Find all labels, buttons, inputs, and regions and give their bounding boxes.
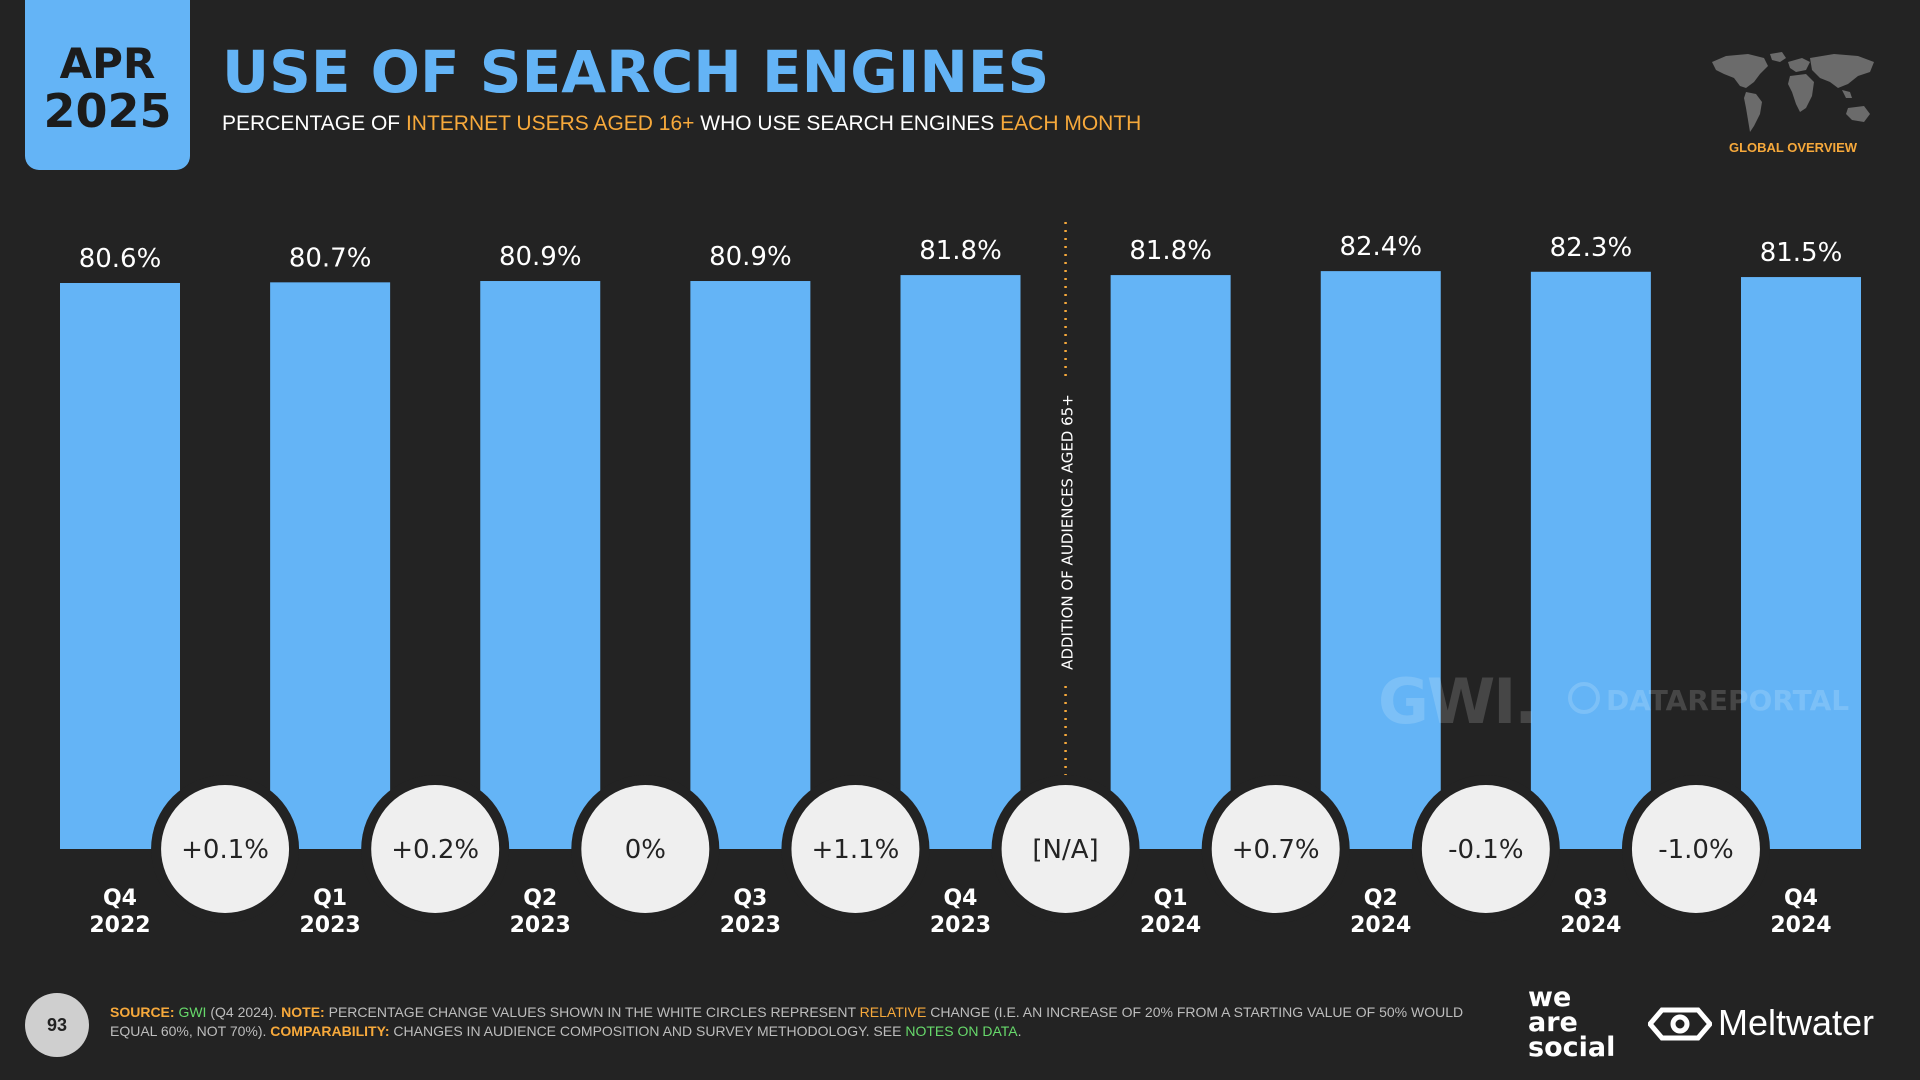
- bar-8: [1741, 277, 1861, 849]
- gwi-watermark: GWI.: [1378, 665, 1538, 738]
- change-label-1: +0.2%: [391, 835, 479, 865]
- date-badge: APR 2025: [25, 0, 190, 170]
- region-label: GLOBAL OVERVIEW: [1728, 140, 1858, 155]
- change-label-6: -0.1%: [1448, 835, 1523, 865]
- category-label-8-quarter: Q4: [1784, 886, 1818, 911]
- value-label-3: 80.9%: [709, 242, 792, 272]
- value-label-4: 81.8%: [919, 236, 1002, 266]
- comparability-text: CHANGES IN AUDIENCE COMPOSITION AND SURV…: [389, 1023, 906, 1039]
- subtitle-part-1: PERCENTAGE OF: [222, 112, 406, 135]
- category-label-2-quarter: Q2: [523, 886, 557, 911]
- category-label-3-quarter: Q3: [733, 886, 767, 911]
- note-label: NOTE:: [281, 1004, 325, 1020]
- bar-3: [690, 281, 811, 849]
- meltwater-icon: [1648, 1007, 1712, 1041]
- category-label-4-quarter: Q4: [943, 886, 977, 911]
- page-subtitle: PERCENTAGE OF INTERNET USERS AGED 16+ WH…: [222, 112, 1141, 136]
- change-circle-3: [791, 785, 920, 913]
- value-label-0: 80.6%: [79, 244, 162, 274]
- change-circle-1: [371, 785, 500, 913]
- change-label-3: +1.1%: [812, 835, 900, 865]
- meltwater-logo: Meltwater: [1648, 1002, 1874, 1044]
- world-map-icon: [1712, 52, 1874, 132]
- category-label-3-year: 2023: [720, 913, 781, 938]
- category-label-1-year: 2023: [300, 913, 361, 938]
- page-number: 93: [25, 993, 89, 1057]
- notes-on-data-link[interactable]: NOTES ON DATA: [905, 1023, 1018, 1039]
- value-label-5: 81.8%: [1129, 236, 1212, 266]
- category-label-4-year: 2023: [930, 913, 991, 938]
- change-label-5: +0.7%: [1232, 835, 1320, 865]
- bar-1: [270, 282, 391, 850]
- footnote-end: .: [1017, 1023, 1022, 1039]
- note-text-2: CHANGE (I.E. AN INCREASE OF 20% FROM A S…: [110, 1004, 1464, 1039]
- change-label-2: 0%: [625, 835, 666, 865]
- was-line-1: we: [1528, 982, 1572, 1013]
- subtitle-highlight-audience: INTERNET USERS AGED 16+: [405, 112, 695, 135]
- change-label-7: -1.0%: [1658, 835, 1733, 865]
- footnote: SOURCE: GWI (Q4 2024). NOTE: PERCENTAGE …: [110, 1003, 1490, 1041]
- bar-6: [1320, 271, 1441, 849]
- meltwater-label: Meltwater: [1718, 1002, 1875, 1043]
- change-circle-4: [1001, 785, 1130, 913]
- comparability-label: COMPARABILITY:: [270, 1023, 390, 1039]
- source-label: SOURCE:: [110, 1004, 175, 1020]
- value-label-7: 82.3%: [1550, 233, 1633, 263]
- change-circle-7: [1631, 785, 1760, 913]
- value-label-6: 82.4%: [1339, 232, 1422, 262]
- change-circle-6: [1421, 785, 1550, 913]
- change-circle-0: [161, 785, 290, 913]
- datareportal-icon: [1568, 682, 1600, 714]
- category-label-6-year: 2024: [1350, 913, 1411, 938]
- bar-2: [480, 281, 601, 849]
- subtitle-highlight-frequency: EACH MONTH: [1000, 112, 1142, 135]
- bar-chart: ADDITION OF AUDIENCES AGED 65+ 80.6%Q420…: [60, 222, 1861, 938]
- we-are-social-logo: we are social: [1528, 982, 1616, 1063]
- datareportal-watermark: DATAREPORTAL: [1568, 682, 1849, 717]
- date-month: APR: [59, 39, 156, 88]
- category-label-2-year: 2023: [510, 913, 571, 938]
- source-detail: (Q4 2024).: [206, 1004, 282, 1020]
- change-label-4: [N/A]: [1032, 835, 1098, 865]
- datareportal-label: DATAREPORTAL: [1606, 684, 1850, 717]
- category-label-1-quarter: Q1: [313, 886, 347, 911]
- category-label-0-quarter: Q4: [103, 886, 137, 911]
- category-label-7-year: 2024: [1560, 913, 1621, 938]
- category-label-5-year: 2024: [1140, 913, 1201, 938]
- bar-7: [1530, 271, 1651, 849]
- bar-0: [60, 283, 180, 849]
- source-link[interactable]: GWI: [178, 1004, 207, 1020]
- bar-4: [900, 275, 1021, 850]
- page-title: USE OF SEARCH ENGINES: [222, 38, 1050, 106]
- subtitle-part-3: WHO USE SEARCH ENGINES: [694, 112, 1001, 135]
- category-label-0-year: 2022: [89, 913, 150, 938]
- annotation-label: ADDITION OF AUDIENCES AGED 65+: [1059, 394, 1077, 670]
- bar-5: [1110, 275, 1231, 850]
- date-year: 2025: [43, 84, 172, 138]
- category-label-6-quarter: Q2: [1364, 886, 1398, 911]
- category-label-5-quarter: Q1: [1154, 886, 1188, 911]
- category-label-7-quarter: Q3: [1574, 886, 1608, 911]
- was-line-3: social: [1528, 1032, 1616, 1063]
- category-label-8-year: 2024: [1770, 913, 1831, 938]
- value-label-2: 80.9%: [499, 242, 582, 272]
- value-label-1: 80.7%: [289, 243, 372, 273]
- value-label-8: 81.5%: [1760, 238, 1843, 268]
- change-circle-2: [581, 785, 710, 913]
- note-text-1: PERCENTAGE CHANGE VALUES SHOWN IN THE WH…: [324, 1004, 860, 1020]
- change-circle-5: [1211, 785, 1340, 913]
- was-line-2: are: [1528, 1007, 1578, 1038]
- note-highlight: RELATIVE: [859, 1004, 927, 1020]
- change-label-0: +0.1%: [181, 835, 269, 865]
